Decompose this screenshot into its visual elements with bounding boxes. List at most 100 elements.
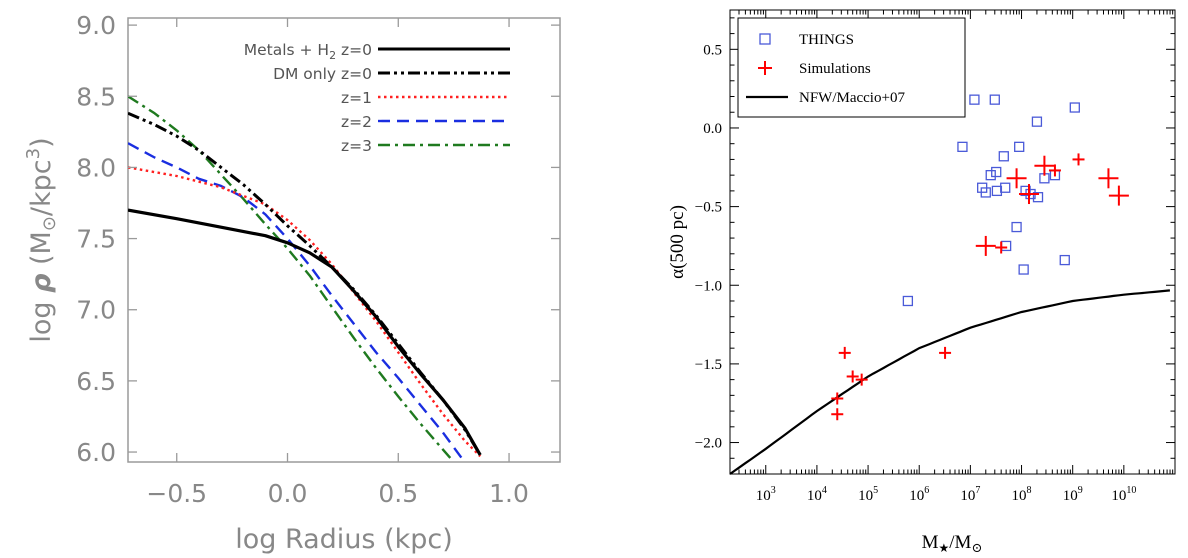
- alpha-vs-stellar-mass-chart: 103 104 105 106 107 108 109 1010−2.0−1.5−1.0−0.…: [667, 9, 1176, 555]
- simulation-plus-marker: [1108, 185, 1129, 206]
- right-y-tick-label: −0.5: [695, 200, 722, 216]
- right-x-tick-base: 10: [1012, 488, 1027, 504]
- right-x-tick-base: 10: [858, 488, 873, 504]
- left-series-line-2: [128, 166, 482, 458]
- right-legend: THINGS Simulations NFW/Maccio+07: [737, 17, 966, 118]
- right-x-tick-label: 104: [807, 485, 827, 504]
- left-y-label-sun: ⊙: [39, 216, 60, 231]
- right-x-axis-label: M★/M⊙: [922, 532, 983, 555]
- right-y-tick-label: 0.0: [703, 121, 722, 137]
- things-square-marker: [969, 94, 980, 105]
- right-x-tick-base: 10: [1063, 488, 1078, 504]
- left-series-line-0: [128, 208, 482, 456]
- left-y-tick-label: 7.5: [76, 225, 116, 254]
- right-x-label-m: M: [922, 532, 939, 553]
- right-nfw-curve: [729, 289, 1171, 475]
- right-x-tick-exponent: 6: [924, 485, 929, 496]
- things-square-marker: [957, 141, 968, 152]
- things-square-marker: [1014, 141, 1025, 152]
- left-y-label-close: ): [26, 137, 57, 148]
- left-y-tick-label: 8.5: [76, 82, 116, 111]
- legend-text-sub: 2: [329, 49, 336, 62]
- simulation-plus-marker: [846, 370, 859, 383]
- right-y-tick-label: −1.0: [695, 278, 722, 294]
- left-legend: Metals + H2 z=0 DM only z=0 z=1 z=2 z=3: [244, 41, 510, 155]
- left-x-tick-label: 0.5: [378, 479, 418, 508]
- right-y-axis-label: α(500 pc): [667, 205, 688, 279]
- right-x-tick-base: 10: [1111, 488, 1126, 504]
- right-legend-box: [737, 17, 966, 118]
- things-square-marker: [980, 187, 991, 198]
- right-x-tick-exponent: 7: [975, 485, 980, 496]
- right-x-tick-label: 109: [1063, 485, 1083, 504]
- left-legend-label-1: DM only z=0: [273, 65, 372, 83]
- simulation-plus-marker: [1006, 168, 1027, 189]
- left-x-tick-label: 0.0: [268, 479, 308, 508]
- right-x-tick-label: 108: [1012, 485, 1032, 504]
- simulation-plus-marker: [1034, 155, 1055, 176]
- right-x-tick-label: 1010: [1111, 485, 1136, 504]
- right-axis-ticks: 103 104 105 106 107 108 109 1010−2.0−1.5−1.0−0.…: [695, 10, 1175, 504]
- simulation-plus-marker: [939, 346, 952, 359]
- right-x-label-sun: ⊙: [971, 540, 982, 555]
- simulation-plus-marker: [975, 235, 996, 256]
- left-y-tick-label: 6.0: [76, 438, 116, 467]
- things-square-marker: [1069, 102, 1080, 113]
- things-square-marker: [985, 170, 996, 181]
- right-x-tick-base: 10: [807, 488, 822, 504]
- things-square-marker: [902, 295, 914, 307]
- things-square-marker: [1000, 240, 1012, 252]
- left-y-label-open: (M: [26, 231, 57, 273]
- things-square-marker: [991, 166, 1002, 178]
- left-series-group: [128, 95, 482, 460]
- right-x-tick-base: 10: [960, 488, 975, 504]
- left-y-axis-label: log ρ (M⊙/kpc3): [23, 137, 60, 342]
- right-x-tick-label: 103: [756, 485, 776, 504]
- right-legend-label-1: Simulations: [799, 61, 871, 77]
- things-square-marker: [1059, 254, 1070, 266]
- left-axis-ticks: −0.5 0.0 0.5 1.0 6.0 6.5 7.0 7.5 8.0 8.5 9.0: [76, 11, 560, 508]
- left-y-label-exponent: 3: [23, 148, 44, 159]
- right-legend-label-2: NFW/Maccio+07: [799, 90, 905, 106]
- right-x-label-slash: /M: [949, 532, 971, 553]
- left-y-label-log: log: [26, 293, 57, 343]
- right-y-tick-label: −1.5: [695, 357, 722, 373]
- things-square-marker: [1000, 182, 1011, 193]
- right-y-tick-label: −2.0: [695, 436, 722, 452]
- left-x-tick-label: 1.0: [489, 479, 529, 508]
- legend-text-pre: Metals + H: [244, 41, 329, 59]
- left-x-tick-label: −0.5: [146, 479, 207, 508]
- right-y-tick-label: 0.5: [703, 42, 722, 58]
- right-x-label-star: ★: [939, 541, 950, 555]
- right-x-tick-exponent: 10: [1126, 485, 1136, 496]
- left-plot-frame: [127, 17, 561, 463]
- right-plot-frame: [729, 9, 1176, 475]
- left-x-axis-label: log Radius (kpc): [235, 524, 453, 555]
- things-square-marker: [989, 94, 1000, 105]
- left-series-line-1: [128, 111, 482, 456]
- right-x-tick-exponent: 3: [771, 485, 776, 496]
- things-square-marker: [991, 185, 1003, 197]
- things-square-marker: [1018, 264, 1029, 275]
- left-y-label-rho: ρ: [26, 274, 57, 293]
- simulation-plus-marker: [995, 241, 1008, 254]
- left-y-tick-label: 7.0: [76, 296, 116, 325]
- right-x-tick-exponent: 5: [873, 485, 878, 496]
- left-y-tick-label: 8.0: [76, 153, 116, 182]
- left-series-line-3: [128, 142, 464, 460]
- simulation-plus-marker: [1098, 168, 1119, 189]
- simulation-plus-marker: [831, 392, 844, 405]
- left-legend-label-4: z=3: [341, 137, 372, 155]
- left-y-tick-label: 6.5: [76, 367, 116, 396]
- things-square-marker: [998, 151, 1009, 162]
- right-x-tick-label: 107: [960, 485, 980, 504]
- simulation-plus-marker: [855, 373, 868, 386]
- right-x-tick-label: 105: [858, 485, 878, 504]
- right-x-tick-exponent: 9: [1078, 485, 1083, 496]
- simulation-plus-marker: [838, 346, 851, 359]
- right-x-tick-base: 10: [756, 488, 771, 504]
- simulation-plus-marker: [831, 408, 844, 421]
- things-square-marker: [1032, 192, 1044, 203]
- right-legend-square-symbol: [759, 33, 771, 45]
